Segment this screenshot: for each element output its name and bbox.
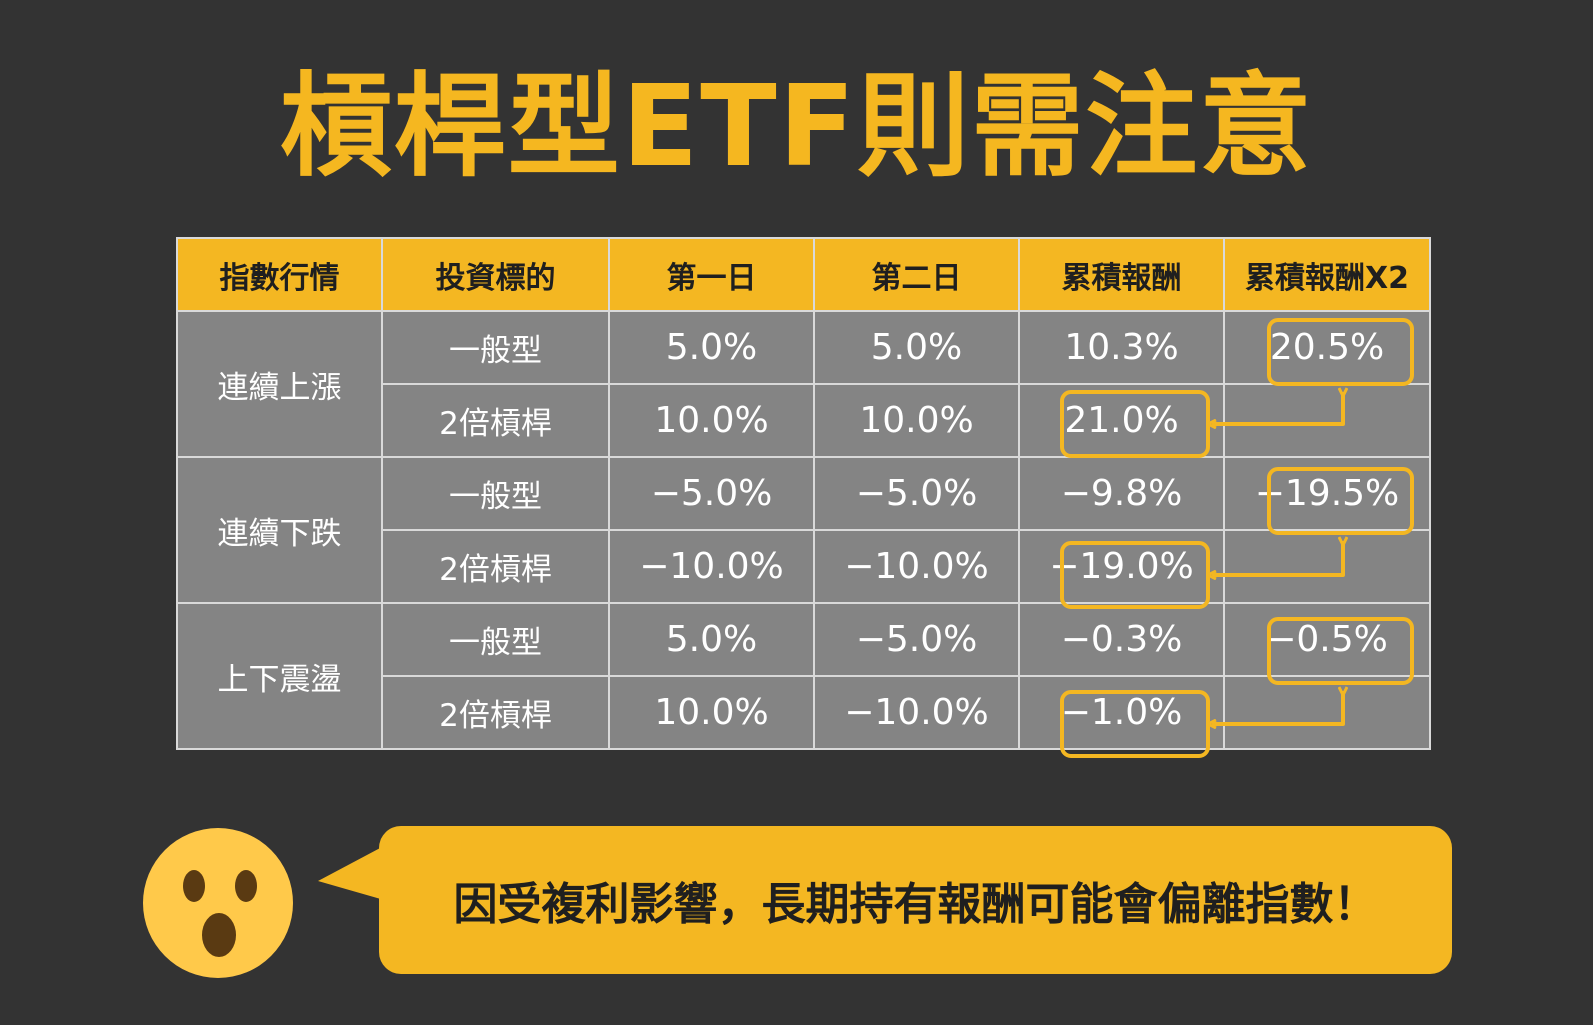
- target-cell: 一般型: [381, 310, 610, 385]
- day2-cell: −10.0%: [813, 675, 1020, 750]
- day1-cell: 10.0%: [608, 675, 815, 750]
- day2-cell: 10.0%: [813, 383, 1020, 458]
- cumulative-cell: 10.3%: [1018, 310, 1225, 385]
- bubble-tail: [318, 846, 384, 900]
- day1-cell: 5.0%: [608, 602, 815, 677]
- target-cell: 2倍槓桿: [381, 383, 610, 458]
- comparison-table: 指數行情 投資標的 第一日 第二日 累積報酬 累積報酬X2 連續上漲 一般型 5…: [176, 237, 1431, 750]
- day2-cell: −10.0%: [813, 529, 1020, 604]
- cumulative-cell: −19.0%: [1018, 529, 1225, 604]
- target-cell: 一般型: [381, 456, 610, 531]
- day1-cell: −10.0%: [608, 529, 815, 604]
- cumulative-cell: 21.0%: [1018, 383, 1225, 458]
- target-cell: 2倍槓桿: [381, 675, 610, 750]
- header-day1: 第一日: [608, 237, 815, 312]
- cumulative-x2-cell: 20.5%: [1223, 310, 1431, 385]
- page-title: 槓桿型ETF則需注意: [279, 62, 1314, 192]
- day1-cell: 10.0%: [608, 383, 815, 458]
- cumulative-x2-cell: −19.5%: [1223, 456, 1431, 531]
- header-target: 投資標的: [381, 237, 610, 312]
- table-row: 連續上漲 一般型 5.0% 5.0% 10.3% 20.5%: [176, 310, 1431, 458]
- header-row: 指數行情 投資標的 第一日 第二日 累積報酬 累積報酬X2: [176, 237, 1431, 312]
- table-row: 連續下跌 一般型 −5.0% −5.0% −9.8% −19.5%: [176, 456, 1431, 604]
- cumulative-cell: −9.8%: [1018, 456, 1225, 531]
- header-cumulative: 累積報酬: [1018, 237, 1225, 312]
- cumulative-x2-cell: [1223, 529, 1431, 604]
- header-market: 指數行情: [176, 237, 383, 312]
- callout-text: 因受複利影響，長期持有報酬可能會偏離指數！: [453, 879, 1378, 930]
- cumulative-x2-cell: [1223, 383, 1431, 458]
- cumulative-cell: −1.0%: [1018, 675, 1225, 750]
- group-label-volatile: 上下震盪: [176, 602, 383, 750]
- day2-cell: −5.0%: [813, 602, 1020, 677]
- day1-cell: −5.0%: [608, 456, 815, 531]
- cumulative-x2-cell: [1223, 675, 1431, 750]
- day2-cell: −5.0%: [813, 456, 1020, 531]
- target-cell: 2倍槓桿: [381, 529, 610, 604]
- cumulative-x2-cell: −0.5%: [1223, 602, 1431, 677]
- surprised-face-icon: [143, 828, 293, 978]
- header-day2: 第二日: [813, 237, 1020, 312]
- day2-cell: 5.0%: [813, 310, 1020, 385]
- group-label-rising: 連續上漲: [176, 310, 383, 458]
- callout-bubble: 因受複利影響，長期持有報酬可能會偏離指數！: [379, 826, 1452, 974]
- target-cell: 一般型: [381, 602, 610, 677]
- cumulative-cell: −0.3%: [1018, 602, 1225, 677]
- day1-cell: 5.0%: [608, 310, 815, 385]
- table-row: 上下震盪 一般型 5.0% −5.0% −0.3% −0.5%: [176, 602, 1431, 750]
- header-cumulative-x2: 累積報酬X2: [1223, 237, 1431, 312]
- group-label-falling: 連續下跌: [176, 456, 383, 604]
